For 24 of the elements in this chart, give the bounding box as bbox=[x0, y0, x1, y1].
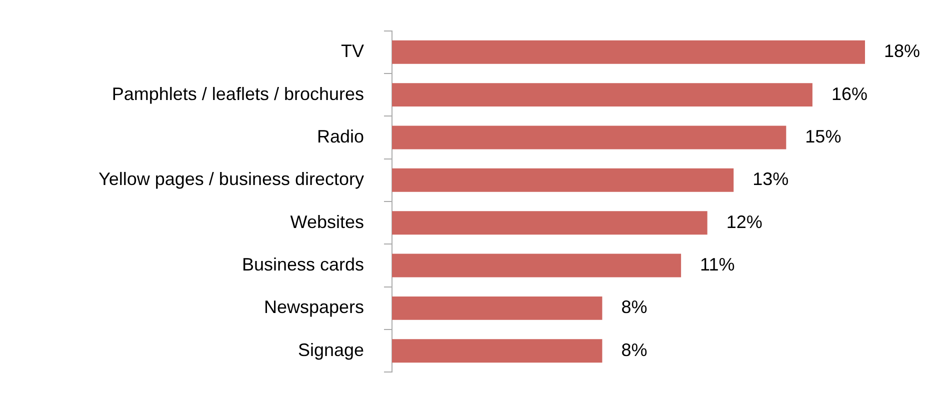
y-tick-label: Pamphlets / leaflets / brochures bbox=[112, 84, 364, 104]
data-label: 16% bbox=[831, 84, 868, 104]
y-tick-label: Signage bbox=[298, 340, 364, 360]
data-label: 8% bbox=[621, 297, 648, 318]
bar bbox=[392, 126, 786, 150]
bar bbox=[392, 254, 682, 278]
bar bbox=[392, 40, 865, 64]
bar bbox=[392, 339, 602, 363]
data-label: 12% bbox=[726, 212, 762, 232]
bar bbox=[392, 211, 708, 235]
data-label: 15% bbox=[805, 126, 842, 146]
data-label: 8% bbox=[621, 340, 648, 360]
bar bbox=[392, 168, 734, 192]
data-label: 13% bbox=[752, 169, 789, 190]
y-tick-label: Business cards bbox=[242, 254, 364, 274]
bar bbox=[392, 83, 812, 107]
y-tick-label: Radio bbox=[316, 126, 364, 146]
y-tick-label: TV bbox=[340, 41, 364, 62]
y-tick-label: Websites bbox=[290, 212, 364, 232]
data-label: 11% bbox=[700, 254, 735, 274]
y-tick-label: Yellow pages / business directory bbox=[98, 169, 364, 190]
bar bbox=[392, 296, 602, 320]
data-label: 18% bbox=[884, 41, 920, 62]
y-tick-label: Newspapers bbox=[264, 297, 364, 318]
